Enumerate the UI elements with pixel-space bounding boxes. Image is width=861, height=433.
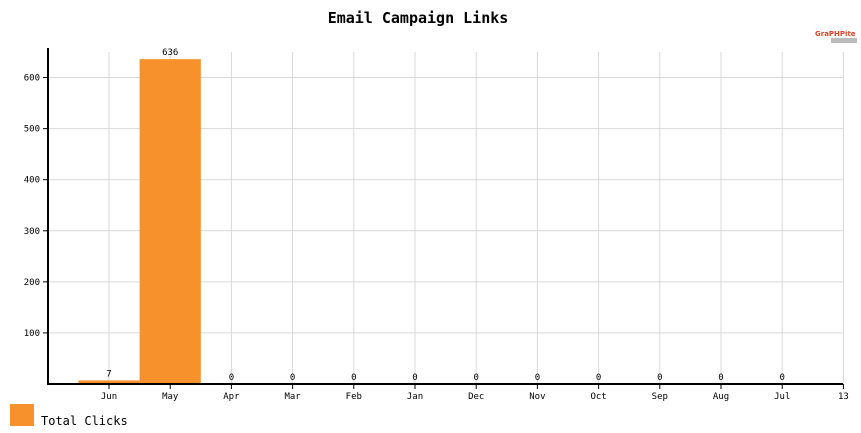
- y-tick-label: 600: [24, 74, 40, 84]
- x-tick-label: Mar: [284, 392, 301, 402]
- y-tick-label: 100: [24, 329, 40, 339]
- x-tick-label: Oct: [590, 392, 606, 402]
- data-label: 0: [657, 373, 662, 383]
- x-tick-label: Sep: [652, 392, 668, 402]
- chart-title: Email Campaign Links: [328, 9, 509, 27]
- legend-label-total-clicks: Total Clicks: [41, 414, 128, 428]
- data-label: 0: [412, 373, 417, 383]
- data-label: 636: [162, 48, 178, 58]
- data-label: 0: [351, 373, 356, 383]
- data-labels: 7 636 0 0 0 0 0 0 0 0 0 0: [106, 48, 785, 383]
- x-tick-label: Jan: [407, 392, 423, 402]
- bars: [78, 59, 201, 385]
- data-label: 0: [779, 373, 784, 383]
- data-label: 0: [229, 373, 234, 383]
- graphpite-logo: GraPHPite: [815, 30, 857, 43]
- x-tick-label: Apr: [223, 392, 240, 402]
- data-label: 0: [290, 373, 295, 383]
- data-label: 7: [106, 369, 111, 379]
- x-tick-label: Jul: [774, 392, 790, 402]
- x-tick-label: Nov: [529, 392, 545, 402]
- x-tick-label: Feb: [346, 392, 362, 402]
- x-tick-label: Jun: [101, 392, 117, 402]
- y-tick-label: 200: [24, 278, 40, 288]
- x-tick-label: 13: [838, 392, 849, 402]
- bar: [139, 59, 201, 385]
- y-tick-label: 300: [24, 227, 40, 237]
- x-tick-label: Aug: [713, 392, 729, 402]
- y-axis-ticks: 100 200 300 400 500 600: [24, 74, 48, 339]
- data-label: 0: [473, 373, 478, 383]
- data-label: 0: [535, 373, 540, 383]
- logo-underline: [831, 38, 857, 43]
- data-label: 0: [596, 373, 601, 383]
- logo-text: GraPHPite: [815, 30, 856, 38]
- x-axis-ticks: Jun May Apr Mar Feb Jan Dec Nov Oct Sep Aug Jul 13: [101, 384, 849, 402]
- data-label: 0: [718, 373, 723, 383]
- axes: [47, 48, 843, 385]
- y-tick-label: 500: [24, 125, 40, 135]
- bar: [78, 380, 140, 384]
- legend: Total Clicks: [10, 404, 128, 428]
- x-tick-label: May: [162, 392, 179, 402]
- y-tick-label: 400: [24, 176, 40, 186]
- x-tick-label: Dec: [468, 392, 484, 402]
- legend-swatch-total-clicks: [10, 404, 34, 426]
